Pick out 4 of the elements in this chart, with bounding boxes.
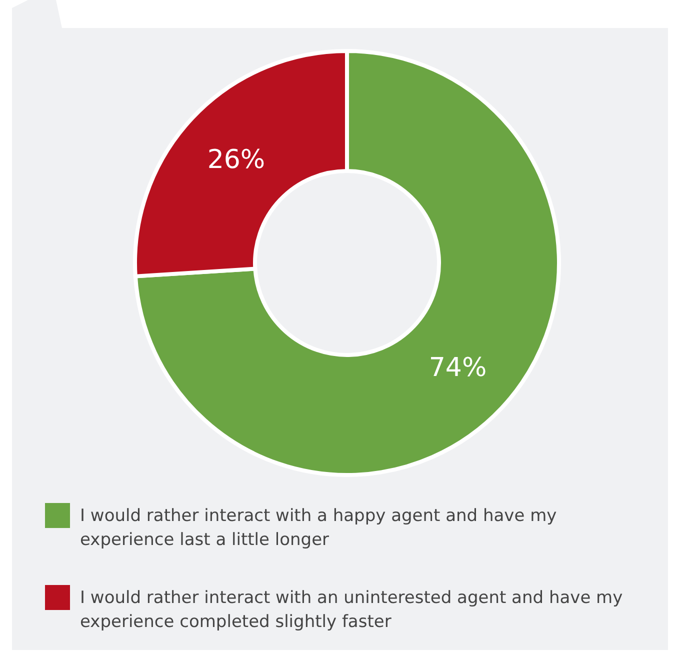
legend-label: I would rather interact with a happy agent and have my experience last a little longer	[80, 506, 557, 550]
data-label: 74%	[428, 353, 487, 384]
legend-label: I would rather interact with an uninterested agent and have my experience completed slightly faster	[80, 588, 623, 632]
data-label: 26%	[207, 145, 266, 176]
